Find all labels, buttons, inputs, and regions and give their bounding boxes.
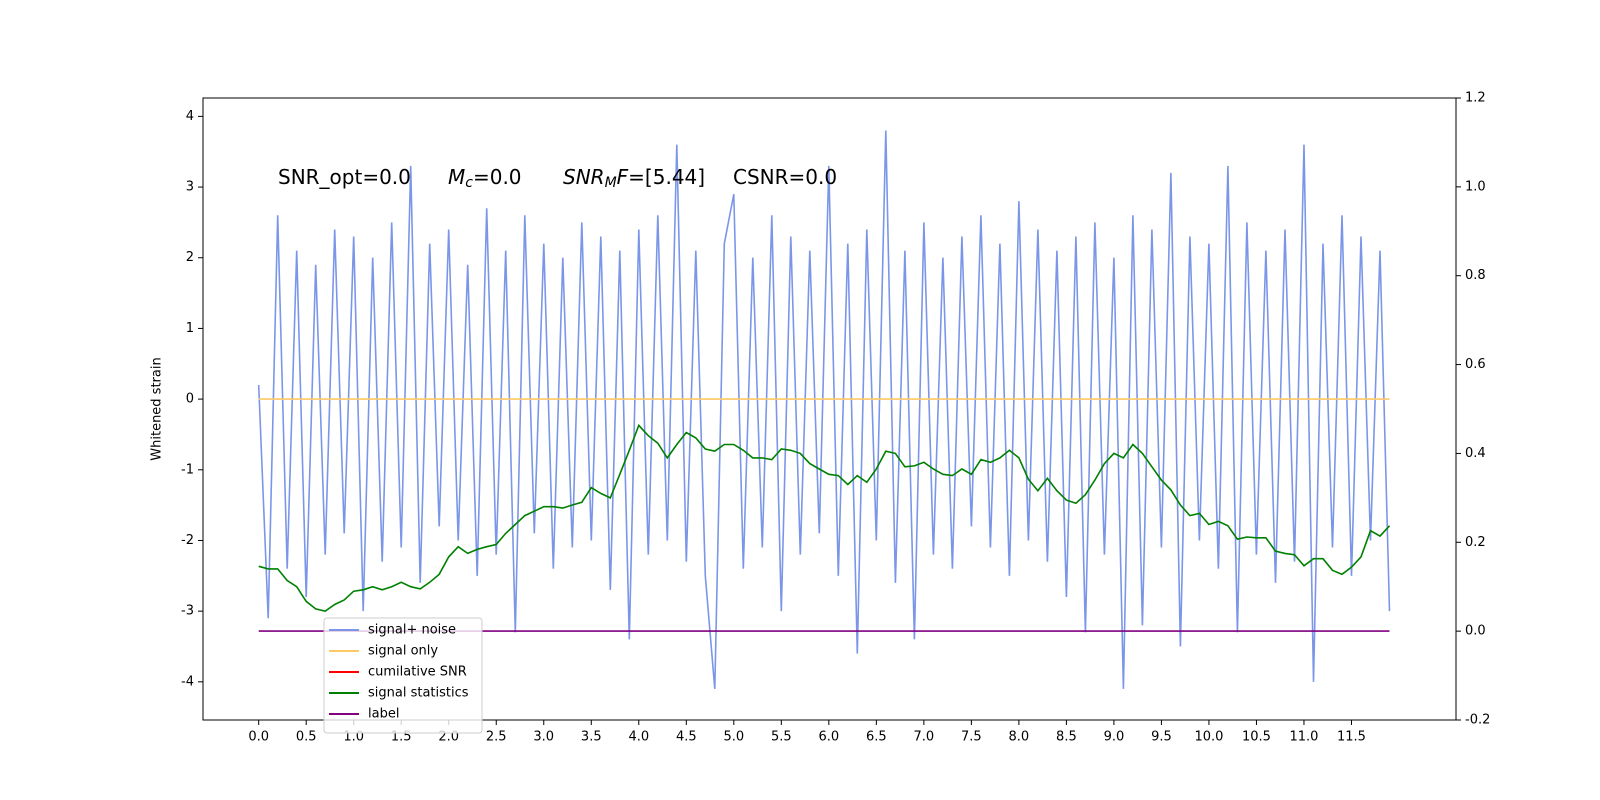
annotation-part: M	[605, 175, 617, 191]
x-tick-label: 9.0	[1104, 730, 1125, 745]
x-tick-label: 6.5	[866, 730, 887, 745]
x-tick-label: 10.5	[1242, 730, 1271, 745]
y-axis-label: Whitened strain	[150, 357, 165, 460]
legend-box	[323, 617, 483, 734]
y-tick-label: -2	[181, 533, 194, 548]
x-tick-label: 3.5	[581, 730, 602, 745]
y-tick-label: -4	[181, 674, 194, 689]
y-tick-label: 3	[186, 180, 194, 195]
x-tick-label: 8.5	[1056, 730, 1077, 745]
x-tick-label: 11.0	[1289, 730, 1318, 745]
legend-label: signal+ noise	[368, 623, 456, 638]
x-tick-label: 7.0	[914, 730, 935, 745]
x-tick-label: 2.5	[486, 730, 507, 745]
legend-label: label	[368, 707, 399, 722]
y2-tick-label: 0.2	[1465, 535, 1486, 550]
x-tick-label: 4.5	[676, 730, 697, 745]
annotation-part: =[5.44]	[628, 165, 705, 189]
plot-frame	[202, 97, 1457, 721]
x-tick-label: 6.0	[818, 730, 839, 745]
y-tick-label: -3	[181, 604, 194, 619]
annotation: SNRMF=[5.44]	[563, 165, 705, 192]
y2-tick-label: 1.2	[1465, 91, 1486, 106]
y2-tick-label: 0.8	[1465, 268, 1486, 283]
annotation-part: SNR	[563, 165, 605, 189]
legend-label: signal only	[368, 644, 438, 659]
y-tick-label: 4	[186, 109, 194, 124]
x-tick-label: 10.0	[1194, 730, 1223, 745]
y2-tick-label: 0.4	[1465, 446, 1486, 461]
legend-label: cumilative SNR	[368, 665, 467, 680]
y2-tick-label: 0.6	[1465, 357, 1486, 372]
annotation: SNR_opt=0.0	[278, 165, 411, 189]
x-tick-label: 11.5	[1337, 730, 1366, 745]
x-tick-label: 0.0	[248, 730, 269, 745]
y-tick-label: 1	[186, 321, 194, 336]
annotation: CSNR=0.0	[733, 165, 837, 189]
x-tick-label: 5.0	[723, 730, 744, 745]
x-tick-label: 5.5	[771, 730, 792, 745]
annotation-part: M	[448, 165, 465, 189]
annotation-part: c	[465, 175, 473, 191]
series-line	[258, 423, 1391, 612]
legend-label: signal statistics	[368, 686, 469, 701]
series-line	[257, 130, 1391, 689]
x-tick-label: 4.0	[628, 730, 649, 745]
y2-tick-label: 1.0	[1465, 179, 1486, 194]
annotation-part: F	[617, 165, 629, 189]
x-tick-label: 9.5	[1151, 730, 1172, 745]
y-tick-label: 2	[186, 250, 194, 265]
annotation-part: CSNR=0.0	[733, 165, 837, 189]
x-tick-label: 3.0	[533, 730, 554, 745]
y-tick-label: 0	[186, 392, 194, 407]
x-tick-label: 8.0	[1009, 730, 1030, 745]
y-tick-label: -1	[181, 462, 194, 477]
y2-tick-label: -0.2	[1465, 713, 1490, 728]
annotation: Mc=0.0	[448, 165, 522, 192]
annotation-part: SNR_opt=0.0	[278, 165, 411, 189]
annotation-part: =0.0	[473, 165, 522, 189]
x-tick-label: 7.5	[961, 730, 982, 745]
x-tick-label: 0.5	[296, 730, 317, 745]
y2-tick-label: 0.0	[1465, 624, 1486, 639]
